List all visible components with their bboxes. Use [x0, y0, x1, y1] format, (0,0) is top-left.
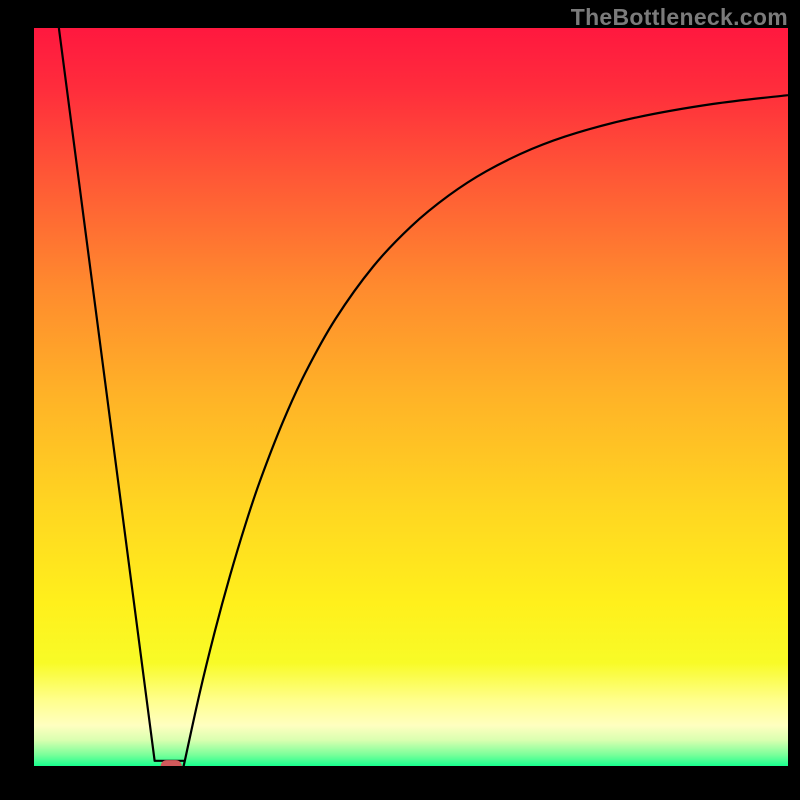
source-watermark: TheBottleneck.com: [571, 4, 788, 31]
gradient-background: [34, 28, 788, 766]
chart-svg: [34, 28, 788, 766]
bottleneck-marker: [161, 760, 182, 766]
chart-frame: TheBottleneck.com: [0, 0, 800, 800]
plot-area: [34, 28, 788, 766]
